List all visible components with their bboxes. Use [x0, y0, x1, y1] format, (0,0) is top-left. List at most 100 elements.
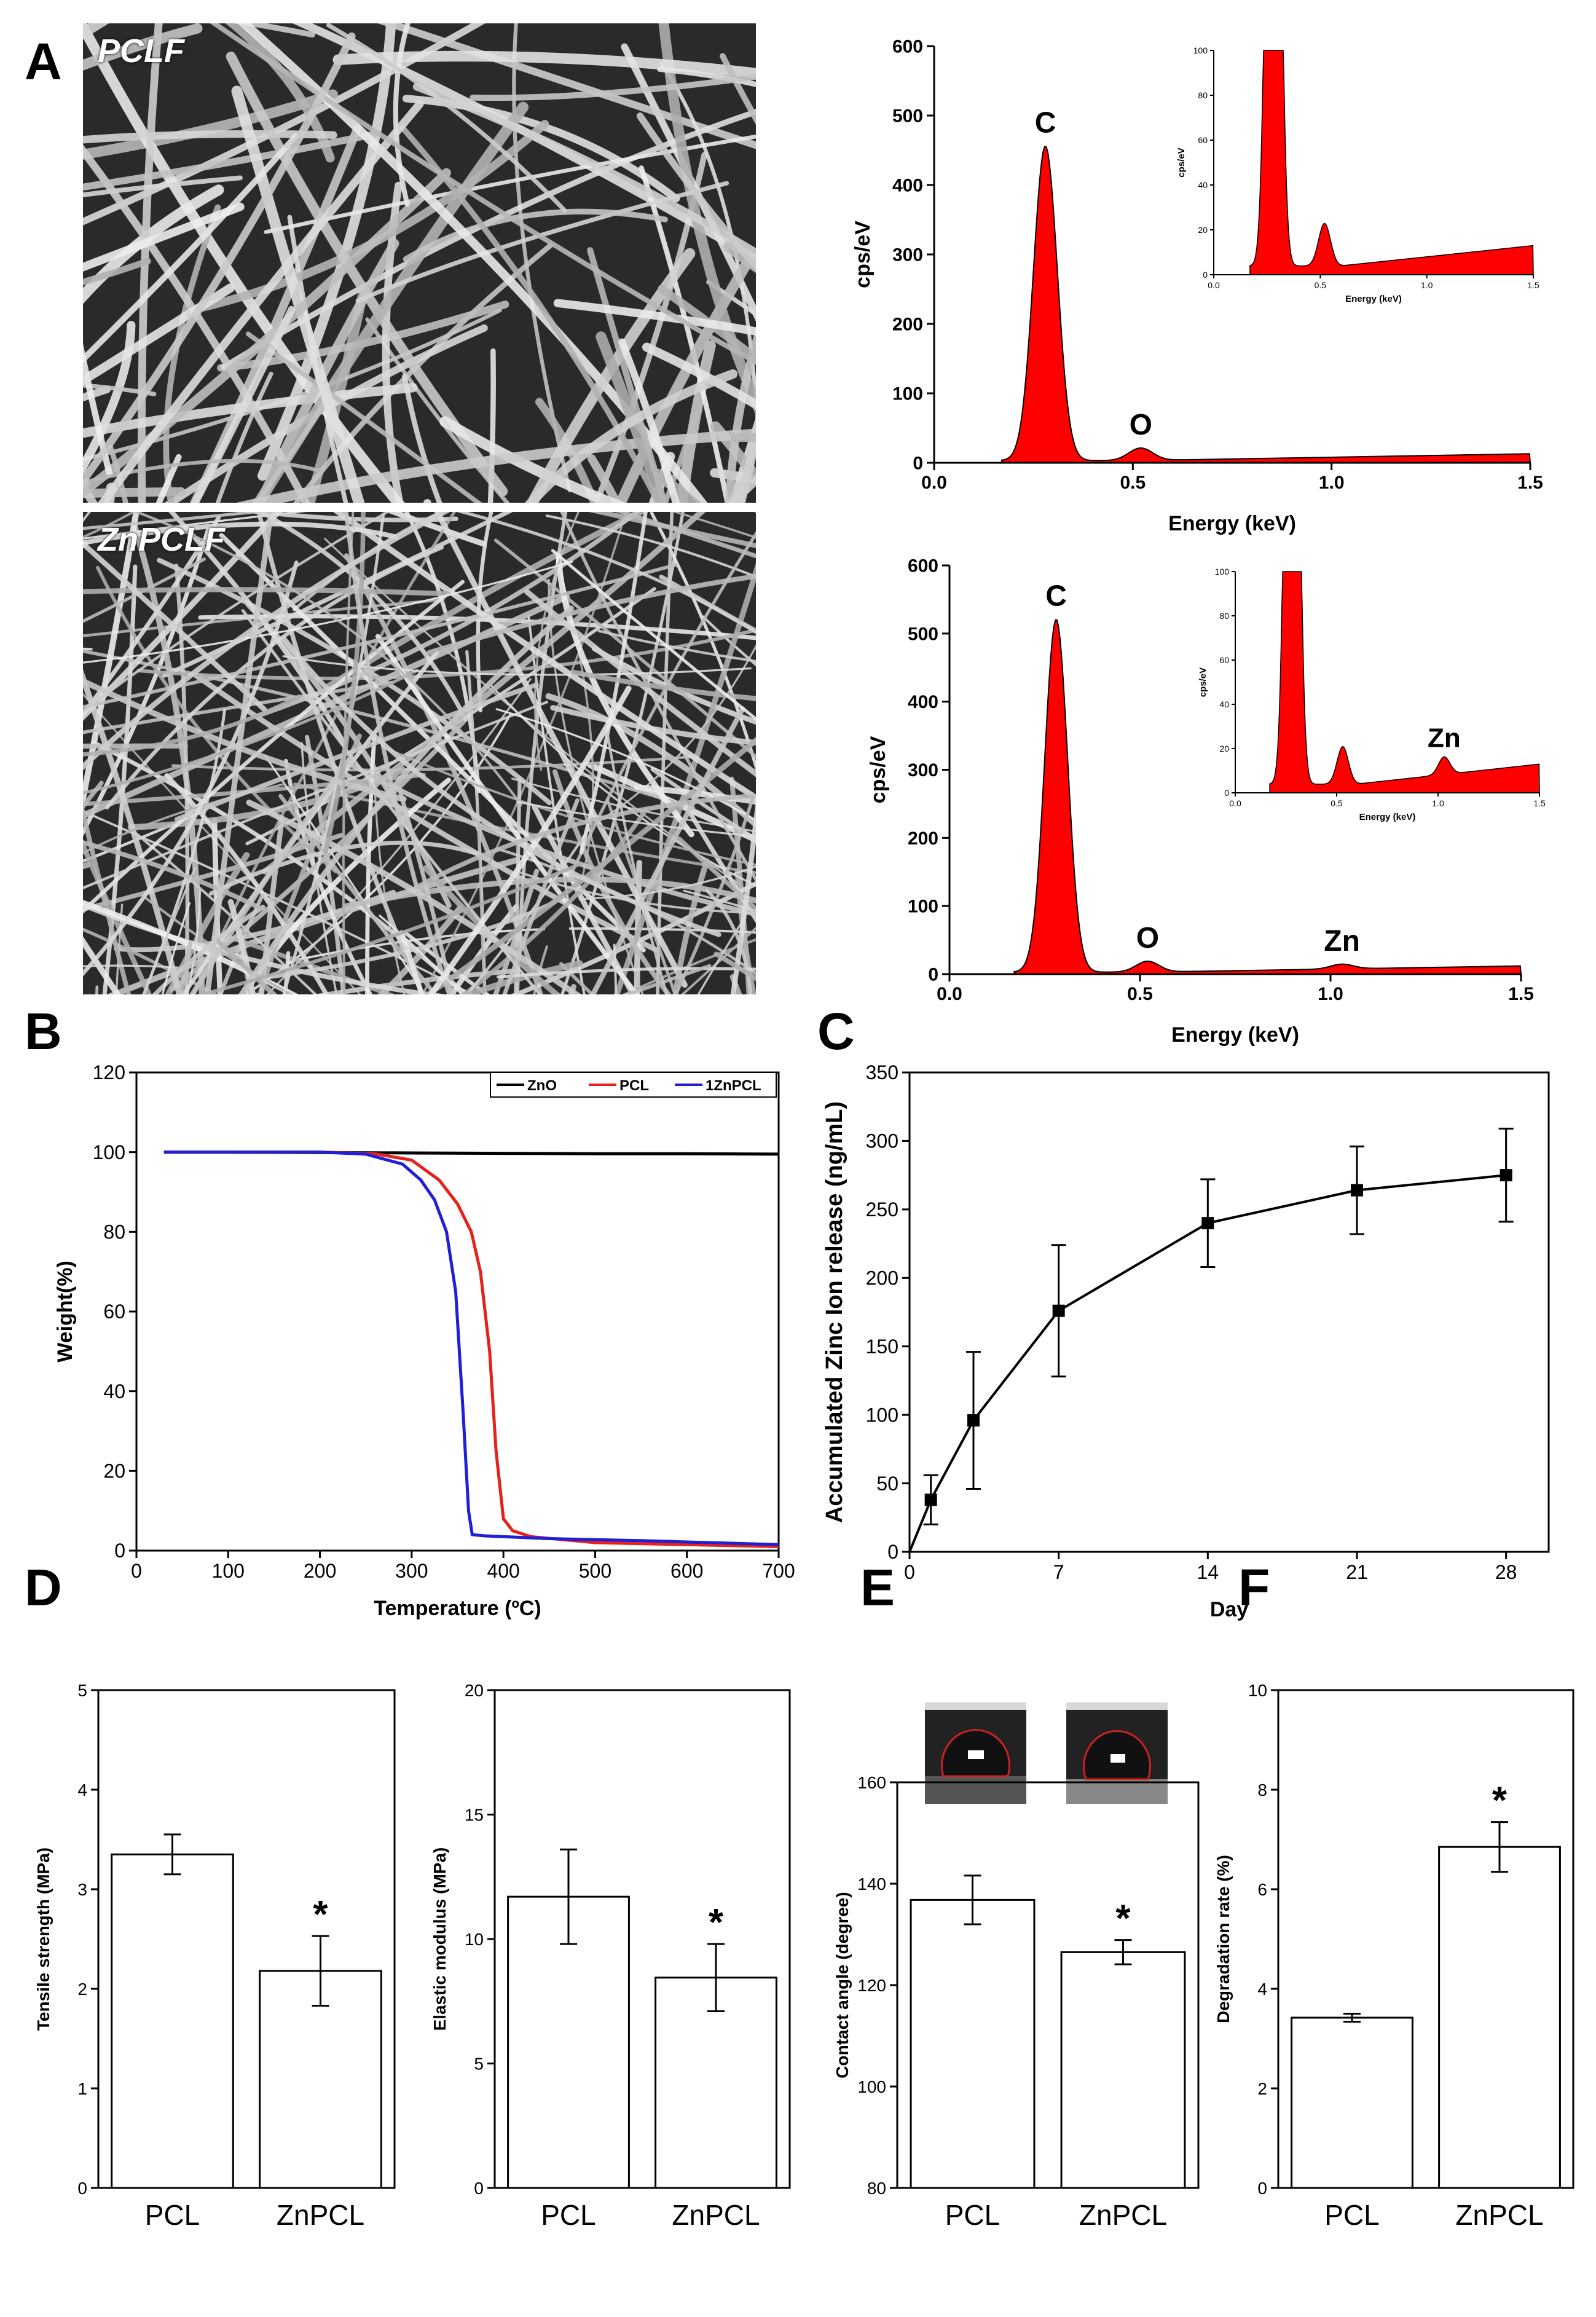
y-tick-label: 160 — [857, 1773, 886, 1792]
fiber-strand — [535, 398, 599, 503]
x-tick-label: 0.5 — [1120, 473, 1146, 493]
fiber-strand — [532, 945, 548, 994]
peak-label: C — [1045, 580, 1067, 613]
y-axis-label: Tensile strength (MPa) — [34, 1847, 53, 2031]
y-tick-label: 300 — [866, 1130, 898, 1152]
fiber-strand — [593, 152, 707, 503]
inset-x-tick-label: 1.5 — [1527, 280, 1539, 290]
fiber-strand — [682, 801, 756, 924]
bar — [655, 1977, 777, 2189]
fiber-strand — [83, 23, 203, 71]
x-tick-label: 700 — [762, 1560, 795, 1582]
fiber-strand — [672, 858, 710, 994]
x-tick-label: 0 — [904, 1561, 915, 1583]
y-axis-label: cps/eV — [867, 736, 890, 803]
y-tick-label: 0 — [928, 965, 938, 985]
fiber-strand — [375, 634, 640, 994]
x-tick-label: 600 — [670, 1560, 703, 1582]
inset-y-tick-label: 20 — [1219, 744, 1229, 753]
fiber-strand — [96, 565, 337, 873]
category-label: PCL — [945, 2199, 1000, 2231]
y-tick-label: 250 — [866, 1198, 898, 1221]
fiber-strand — [605, 728, 669, 994]
fiber-strand — [83, 512, 263, 530]
fiber-strand — [680, 926, 756, 994]
fiber-strand — [83, 964, 178, 969]
fiber-strand — [168, 512, 347, 746]
inset-y-axis-label: cps/eV — [1198, 667, 1208, 697]
fiber-strand — [83, 580, 465, 914]
fiber-strand — [256, 512, 468, 722]
fiber-strand — [283, 758, 373, 994]
fiber-strand — [234, 23, 315, 38]
inset-x-tick-label: 1.0 — [1421, 280, 1433, 290]
fiber-strand — [196, 862, 581, 994]
bar — [910, 1898, 1036, 2189]
fiber-strand — [650, 767, 756, 841]
inset-x-tick-label: 0.0 — [1229, 798, 1241, 808]
inset-y-tick-label: 20 — [1198, 225, 1208, 235]
fiber-strand — [171, 755, 694, 772]
bar — [259, 1970, 382, 2189]
y-tick-label: 0 — [474, 2179, 484, 2198]
fiber-strand — [225, 23, 335, 163]
fiber-strand — [333, 512, 756, 801]
fiber-strand — [412, 82, 756, 258]
droplet-icon — [925, 1702, 1026, 1804]
fiber-strand — [460, 808, 648, 994]
fiber-strand — [493, 538, 756, 759]
fiber-strand — [639, 165, 730, 503]
fiber-strand — [83, 743, 189, 749]
fiber-strand — [381, 745, 756, 867]
peak-label: C — [1035, 106, 1056, 139]
peak-label: O — [1136, 922, 1159, 954]
fiber-strand — [379, 23, 756, 149]
y-tick-label: 0 — [913, 454, 923, 474]
fiber-strand — [83, 23, 485, 226]
droplet-image-znpcl — [1066, 1702, 1168, 1804]
inset-y-axis-label: cps/eV — [1176, 148, 1187, 177]
fiber-strand — [241, 609, 542, 994]
y-tick-label: 0 — [1257, 2179, 1267, 2198]
y-tick-label: 500 — [892, 106, 923, 127]
data-point — [1052, 1304, 1065, 1317]
fiber-strand — [83, 694, 301, 757]
fiber-strand — [569, 531, 756, 877]
fiber-strand — [162, 902, 191, 994]
fiber-strand — [399, 124, 662, 503]
y-tick-label: 3 — [77, 1880, 87, 1899]
inset-x-tick-label: 0.5 — [1331, 798, 1343, 808]
y-tick-label: 2 — [77, 1980, 87, 1999]
y-tick-label: 50 — [876, 1473, 898, 1495]
panel-letter-b: B — [25, 1002, 62, 1060]
y-tick-label: 10 — [465, 1930, 484, 1949]
fiber-strand — [83, 512, 390, 713]
fiber-strand — [204, 519, 273, 994]
category-label: ZnPCL — [277, 2199, 364, 2231]
category-label: ZnPCL — [672, 2199, 760, 2231]
inset-x-tick-label: 1.5 — [1533, 798, 1546, 808]
tga-chart: 0 20 40 60 80 100 120 0 100 200 300 400 500 600 700 Tem… — [53, 1061, 795, 1620]
fiber-strand — [379, 915, 463, 994]
x-tick-label: 28 — [1495, 1561, 1517, 1583]
fiber-strand — [164, 324, 488, 503]
fiber-strand — [136, 628, 756, 680]
y-tick-label: 0 — [887, 1541, 898, 1563]
inset-x-axis-label: Energy (keV) — [1345, 294, 1402, 304]
fiber-strand — [423, 865, 561, 994]
fiber-strand — [165, 852, 250, 994]
y-tick-label: 4 — [77, 1780, 87, 1800]
fiber-strand — [568, 927, 756, 934]
fiber-strand — [697, 917, 745, 994]
fiber-strand — [189, 757, 353, 994]
sem-fiber-texture — [83, 23, 756, 503]
fiber-strand — [83, 512, 450, 771]
fiber-strand — [456, 512, 756, 634]
fiber-strand — [240, 512, 458, 522]
bar — [507, 1895, 630, 2189]
fiber-strand — [83, 130, 337, 144]
fiber-strand — [414, 793, 752, 890]
x-tick-label: 7 — [1053, 1561, 1064, 1583]
fiber-strand — [560, 512, 756, 883]
